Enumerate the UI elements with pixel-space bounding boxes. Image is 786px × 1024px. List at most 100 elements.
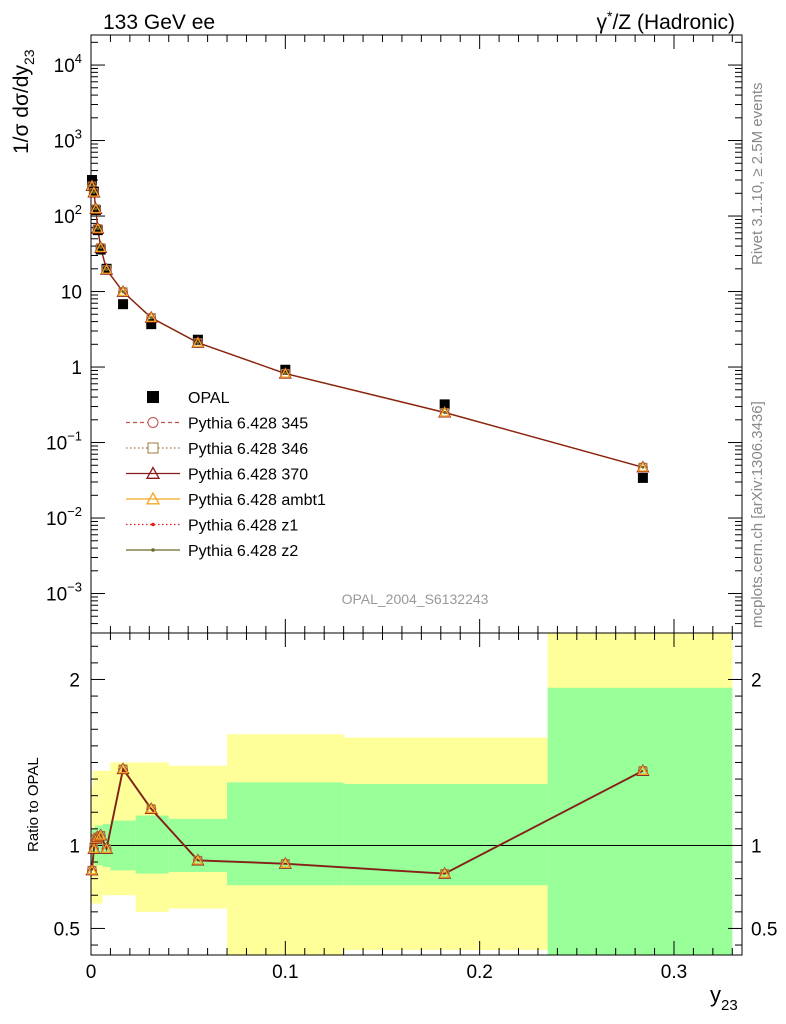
ratio-marker-ambt1-5: [100, 842, 113, 854]
mc-marker-ambt1-7: [145, 311, 157, 322]
y-tick-label-exp: 2: [75, 202, 82, 217]
y-tick-label: 10−2: [46, 504, 82, 530]
ratio-marker-ambt1-6: [117, 763, 129, 774]
mc-line-z2: [91, 185, 644, 469]
y-axis-main-label-text: 1/σ dσ/dy: [10, 65, 33, 154]
y-tick-label: 10: [61, 283, 82, 304]
x-axis-label-sub: 23: [721, 997, 738, 1014]
legend-marker-dot: [151, 548, 155, 552]
y-axis-ratio-label: Ratio to OPAL: [25, 757, 42, 852]
data-point-11: [637, 472, 648, 483]
y-tick-label-base: 10: [54, 207, 75, 228]
ratio-marker-ambt1-1: [88, 842, 100, 854]
y-tick-label-exp: −3: [67, 580, 82, 595]
left-title: 133 GeV ee: [103, 11, 215, 34]
y-tick-label-base: 1: [71, 358, 82, 379]
legend-marker-square-open: [147, 442, 159, 454]
mc-marker-z2-1: [92, 191, 96, 195]
ratio-marker-ambt1-7: [145, 803, 157, 814]
mc-marker-z2-9: [283, 372, 287, 376]
mc-marker-ambt1-1: [88, 186, 100, 197]
ratio-tick-label-left: 2: [69, 670, 80, 691]
ratio-tick-label-right: 1: [751, 836, 762, 857]
ratio-marker-ambt1-3: [92, 831, 104, 842]
ratio-marker-ambt1-9: [279, 857, 291, 868]
mc-marker-ambt1-6: [117, 286, 129, 297]
ratio-marker-ambt1-4: [95, 829, 107, 840]
data-point-4: [95, 244, 106, 255]
y-tick-label: 103: [54, 127, 82, 153]
mc-marker-ambt1-11: [637, 461, 649, 472]
mc-marker-ambt1-8: [192, 336, 204, 347]
legend-marker-triangle: [145, 491, 161, 505]
x-tick-label: 0.2: [466, 962, 492, 983]
y-tick-label-exp: −2: [67, 504, 82, 519]
mc-marker-ambt1-9: [279, 367, 291, 378]
legend-label: Pythia 6.428 345: [188, 416, 308, 433]
y-tick-label: 10−3: [46, 580, 82, 606]
mc-marker-z2-3: [96, 227, 100, 231]
legend-label: Pythia 6.428 346: [188, 441, 308, 458]
mc-marker-ambt1-4: [95, 241, 107, 253]
legend-entry-5: Pythia 6.428 z1: [126, 518, 298, 535]
x-tick-label: 0.3: [661, 962, 687, 983]
inner-band-7: [135, 815, 169, 874]
legend-entry-0: OPAL: [147, 390, 230, 407]
mc-marker-ambt1-10: [439, 406, 451, 417]
mc-marker-z2-4: [99, 246, 103, 250]
y-axis-main-label: 1/σ dσ/dy23: [10, 49, 37, 154]
legend-marker-square: [147, 391, 159, 403]
y-tick-label-base: 10: [54, 56, 75, 77]
y-tick-label: 102: [54, 202, 82, 228]
mc-marker-z2-10: [443, 410, 447, 414]
y-axis-main-label-sub: 23: [21, 49, 37, 65]
y-tick-label: 1: [71, 358, 82, 379]
mc-line-ambt1: [91, 185, 644, 468]
right-title-sup: *: [607, 8, 613, 24]
y-tick-label: 10−1: [46, 429, 82, 455]
mc-marker-ambt1-2: [90, 203, 102, 214]
ratio-marker-ambt1-8: [192, 854, 204, 865]
inner-band-11: [547, 687, 733, 955]
legend-marker-triangle: [145, 466, 161, 479]
y-tick-label-base: 10: [46, 434, 67, 455]
data-series: [85, 175, 650, 879]
mc-marker-z2-11: [641, 465, 645, 469]
mc-marker-z2-6: [121, 290, 125, 294]
ratio-tick-label-left: 0.5: [54, 919, 80, 940]
right-title-base: γ: [597, 11, 608, 34]
mc-marker-z2-8: [196, 341, 200, 345]
x-tick-label: 0.1: [272, 962, 298, 983]
ratio-uncertainty-bands: [91, 633, 733, 955]
mc-marker-z2-7: [149, 316, 153, 320]
data-point-8: [192, 334, 203, 345]
ratio-marker-ambt1-11: [637, 764, 649, 776]
axis-ticks: [90, 35, 742, 955]
legend-entry-1: Pythia 6.428 345: [126, 416, 308, 433]
ratio-tick-label-right: 2: [751, 670, 762, 691]
legend-entry-4: Pythia 6.428 ambt1: [126, 491, 326, 509]
ratio-tick-label-right: 0.5: [751, 919, 777, 940]
legend-label: OPAL: [188, 390, 230, 407]
y-tick-label-base: 10: [46, 585, 67, 606]
ratio-frame: [90, 632, 743, 956]
legend-marker-dot: [151, 522, 155, 527]
legend-entry-2: Pythia 6.428 346: [126, 441, 308, 458]
data-point-7: [146, 319, 157, 330]
mc-marker-z2-5: [105, 268, 109, 272]
ratio-tick-label-left: 1: [69, 836, 80, 857]
y-tick-label: 104: [54, 51, 82, 77]
data-point-6: [118, 299, 129, 310]
mcplots-label: mcplots.cern.ch [arXiv:1306.3436]: [749, 401, 766, 628]
legend-entry-3: Pythia 6.428 370: [126, 466, 308, 484]
legend-label: Pythia 6.428 z2: [188, 543, 298, 560]
rivet-label: Rivet 3.1.10, ≥ 2.5M events: [749, 83, 766, 266]
x-axis-label: y23: [710, 982, 738, 1014]
data-point-10: [439, 399, 450, 410]
legend-label: Pythia 6.428 370: [188, 467, 308, 484]
legend: OPAL Pythia 6.428 345 Pythia 6.428 346 Pyth…: [126, 390, 326, 560]
y-tick-label-exp: 3: [75, 127, 82, 142]
right-title-rest: /Z (Hadronic): [612, 11, 735, 34]
ratio-marker-ambt1-10: [439, 867, 451, 878]
